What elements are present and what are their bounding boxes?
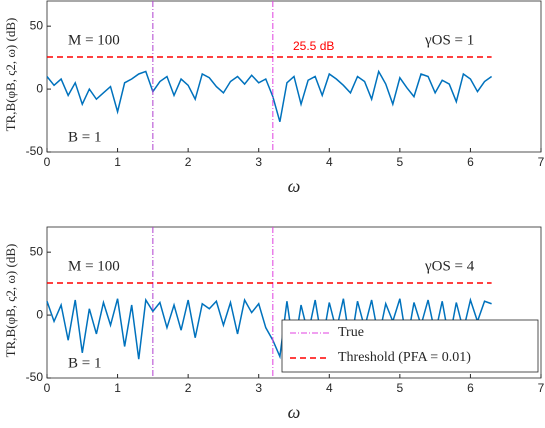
series-line: [46, 69, 493, 123]
x-tick-label: 1: [114, 381, 121, 395]
legend-label: True: [338, 325, 364, 340]
x-tick-label: 7: [538, 381, 545, 395]
y-axis-label: TR,B(φB, ς2, ω) (dB): [3, 244, 18, 358]
annotation: M = 100: [68, 258, 120, 274]
x-axis-label: ω: [288, 402, 301, 422]
series-line: [46, 297, 492, 360]
y-axis-label: TR,B(φB, ς2, ω) (dB): [3, 18, 18, 132]
x-tick-label: 2: [185, 381, 192, 395]
x-tick-label: 7: [538, 155, 545, 169]
y-tick-label: 50: [30, 18, 44, 32]
x-tick-label: 5: [397, 381, 404, 395]
x-tick-label: 4: [326, 155, 333, 169]
annotation: γOS = 1: [424, 32, 474, 48]
y-tick-label: 0: [36, 81, 43, 95]
x-tick-label: 3: [255, 155, 262, 169]
x-tick-label: 1: [114, 155, 121, 169]
x-tick-label: 2: [185, 155, 192, 169]
y-tick-label: -50: [26, 144, 44, 158]
legend-label: Threshold (PFA = 0.01): [338, 350, 471, 365]
y-tick-label: -50: [26, 370, 44, 384]
x-tick-label: 5: [397, 155, 404, 169]
x-tick-label: 4: [326, 381, 333, 395]
y-tick-label: 50: [30, 244, 44, 258]
legend-box: [281, 319, 539, 373]
annotation: M = 100: [68, 32, 120, 48]
annotation: B = 1: [68, 355, 101, 371]
x-axis-label: ω: [288, 176, 301, 196]
x-tick-label: 6: [467, 155, 474, 169]
threshold-label: 25.5 dB: [293, 39, 334, 53]
x-tick-label: 3: [255, 381, 262, 395]
x-tick-label: 6: [467, 381, 474, 395]
annotation: γOS = 4: [424, 258, 475, 274]
annotation: B = 1: [68, 129, 101, 145]
x-tick-label: 0: [44, 155, 51, 169]
y-tick-label: 0: [36, 307, 43, 321]
x-tick-label: 0: [44, 381, 51, 395]
